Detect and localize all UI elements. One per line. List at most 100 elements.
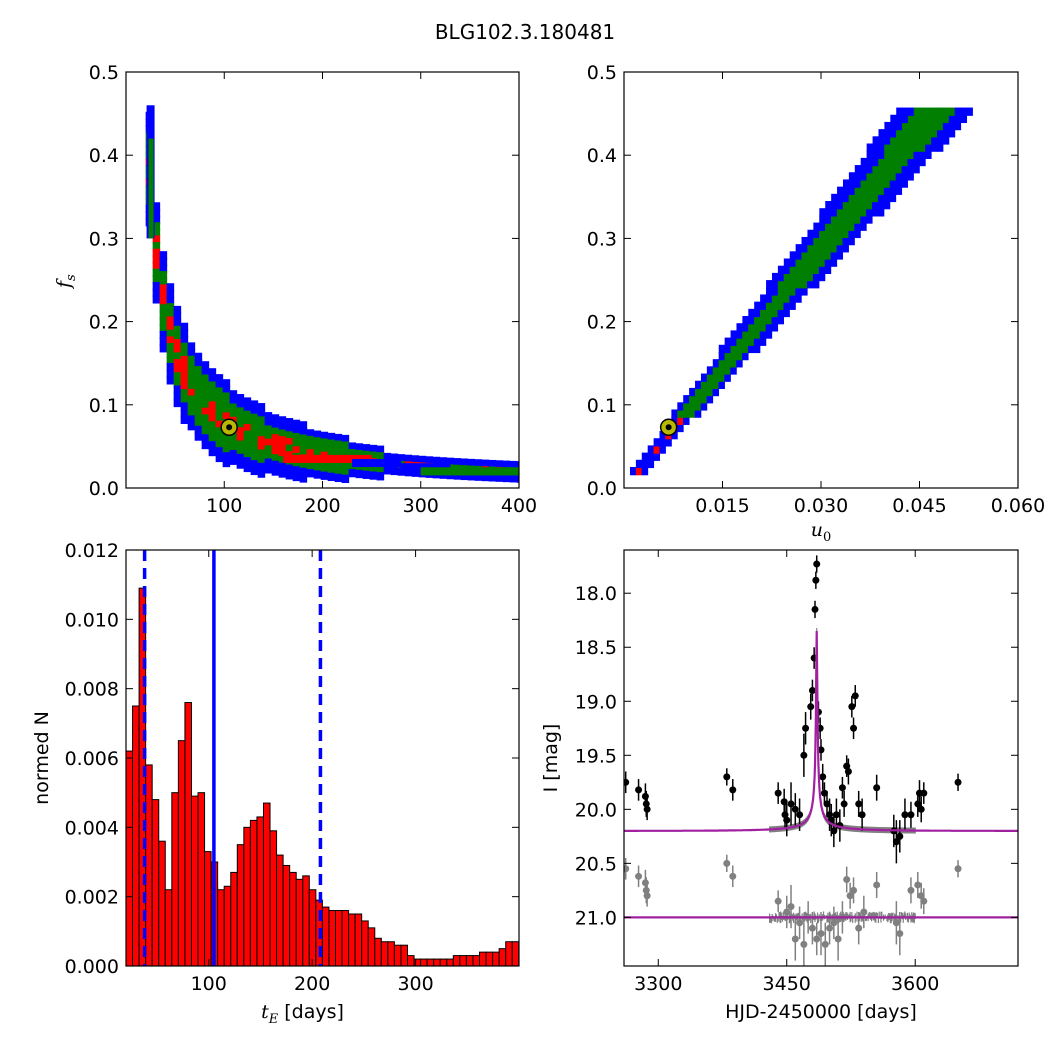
heatmap-cell	[925, 143, 932, 152]
y-tick-label: 0.000	[65, 956, 119, 978]
heatmap-cell	[712, 387, 720, 397]
histogram-bar	[420, 958, 428, 966]
heatmap-cell	[742, 337, 749, 346]
heatmap-cell	[777, 280, 785, 289]
heatmap-cell	[937, 107, 944, 116]
heatmap-cell	[362, 464, 371, 473]
heatmap-cell	[152, 228, 161, 238]
heatmap-cell	[813, 251, 820, 260]
heatmap-cell	[299, 447, 308, 457]
residual-point	[855, 924, 863, 932]
heatmap-cell	[836, 208, 844, 217]
histogram-bar	[354, 913, 363, 966]
heatmap-cell	[334, 467, 343, 476]
heatmap-cell	[187, 355, 196, 364]
heatmap-cell	[872, 179, 879, 188]
heatmap-cell	[942, 129, 950, 138]
data-point	[811, 605, 819, 613]
heatmap-cell	[777, 272, 785, 282]
heatmap-cell	[278, 456, 287, 465]
histogram-bar	[217, 889, 225, 966]
heatmap-cell	[825, 215, 832, 224]
heatmap-cell	[647, 459, 655, 469]
residual-point	[873, 881, 881, 889]
heatmap-cell	[215, 447, 224, 456]
heatmap-cell	[919, 150, 926, 159]
heatmap-cell	[677, 402, 684, 411]
heatmap-cell	[166, 356, 175, 365]
data-point	[802, 724, 810, 732]
heatmap-cell	[771, 323, 779, 332]
heatmap-cell	[222, 405, 231, 415]
heatmap-cell	[913, 143, 920, 152]
heatmap-cell	[404, 468, 413, 477]
heatmap-cell	[872, 143, 880, 152]
heatmap-cell	[152, 208, 161, 218]
heatmap-cell	[355, 443, 364, 452]
heatmap-cell	[236, 440, 245, 449]
heatmap-cell	[724, 359, 731, 368]
heatmap-cell	[229, 443, 238, 452]
y-tick-label: 19.0	[575, 691, 617, 713]
heatmap-cell	[771, 308, 779, 318]
heatmap-cell	[341, 434, 350, 444]
heatmap-cell	[334, 473, 343, 483]
heatmap-cell	[173, 305, 182, 315]
heatmap-cell	[257, 416, 266, 425]
heatmap-cell	[215, 420, 224, 429]
heatmap-cell	[884, 129, 891, 138]
histogram-bar	[126, 750, 134, 966]
heatmap-cell	[215, 413, 224, 423]
heatmap-cell	[495, 473, 504, 482]
heatmap-cell	[748, 323, 755, 332]
heatmap-cell	[194, 412, 203, 421]
heatmap-cell	[966, 107, 973, 116]
heatmap-cell	[896, 114, 903, 124]
heatmap-cell	[229, 403, 238, 412]
x-tick-label: 300	[403, 495, 439, 517]
heatmap-cell	[285, 424, 294, 433]
heatmap-cell	[954, 121, 962, 131]
heatmap-cell	[659, 438, 666, 447]
heatmap-cell	[742, 330, 749, 339]
histogram-bar	[505, 941, 513, 966]
heatmap-cell	[173, 392, 182, 401]
heatmap-cell	[907, 157, 914, 167]
x-tick-label: 0.045	[892, 495, 946, 517]
heatmap-cell	[166, 329, 175, 339]
histogram-bar	[289, 871, 297, 966]
histogram-bar	[334, 910, 343, 966]
residual-point	[920, 897, 928, 905]
heatmap-cell	[299, 467, 308, 476]
heatmap-cell	[243, 450, 252, 459]
heatmap-cell	[795, 244, 803, 253]
heatmap-cell	[890, 129, 897, 138]
heatmap-cell	[913, 129, 921, 138]
figure-title: BLG102.3.180481	[434, 20, 616, 44]
heatmap-cell	[327, 446, 336, 455]
heatmap-cell	[222, 445, 231, 454]
heatmap-cell	[807, 265, 814, 274]
heatmap-cell	[890, 150, 897, 159]
heatmap-cell	[257, 409, 266, 418]
heatmap-cell	[872, 186, 879, 195]
heatmap-cell	[320, 445, 329, 454]
heatmap-cell	[807, 258, 814, 267]
heatmap-cell	[166, 309, 175, 319]
heatmap-cell	[948, 129, 956, 138]
heatmap-cell	[878, 186, 885, 195]
heatmap-cell	[159, 271, 168, 280]
heatmap-cell	[229, 449, 238, 459]
heatmap-cell	[753, 337, 761, 346]
heatmap-cell	[250, 407, 259, 416]
heatmap-cell	[159, 324, 168, 333]
heatmap-cell	[278, 469, 287, 478]
heatmap-cell	[306, 435, 315, 445]
heatmap-cell	[236, 453, 245, 463]
data-point	[873, 784, 881, 792]
heatmap-cell	[907, 150, 915, 159]
heatmap-cell	[748, 337, 755, 346]
heatmap-cell	[671, 409, 678, 418]
heatmap-cell	[194, 379, 203, 388]
heatmap-cell	[795, 294, 802, 303]
